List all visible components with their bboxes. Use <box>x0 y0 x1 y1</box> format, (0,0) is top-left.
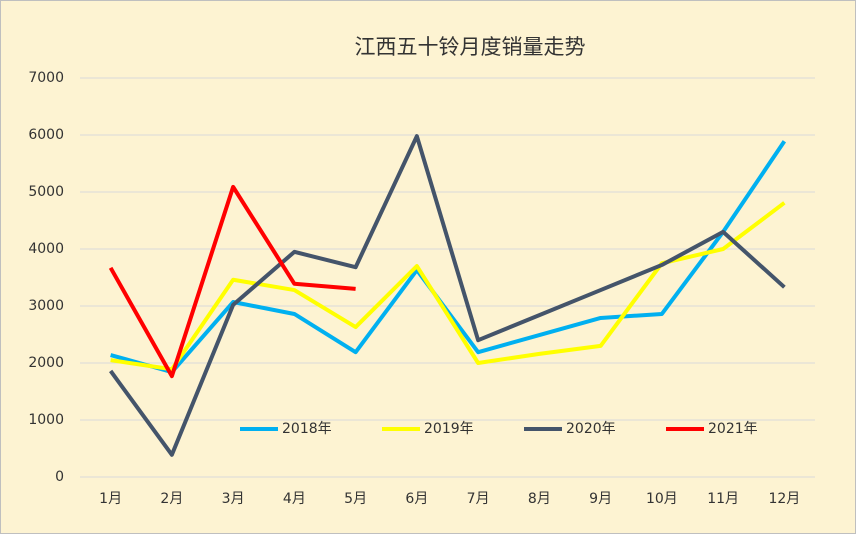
x-tick-label: 5月 <box>344 491 367 507</box>
legend-label: 2019年 <box>424 421 474 437</box>
x-tick-label: 11月 <box>707 491 739 507</box>
x-tick-label: 9月 <box>589 491 612 507</box>
legend-label: 2021年 <box>708 421 758 437</box>
chart-title: 江西五十铃月度销量走势 <box>355 35 586 59</box>
x-tick-label: 7月 <box>467 491 490 507</box>
x-tick-label: 1月 <box>99 491 122 507</box>
x-tick-label: 10月 <box>646 491 678 507</box>
y-tick-label: 7000 <box>28 70 64 86</box>
legend-label: 2020年 <box>566 421 616 437</box>
y-tick-label: 2000 <box>28 355 64 371</box>
x-tick-label: 4月 <box>283 491 306 507</box>
x-tick-label: 2月 <box>160 491 183 507</box>
y-tick-label: 0 <box>55 469 64 485</box>
y-tick-label: 4000 <box>28 241 64 257</box>
x-tick-label: 12月 <box>768 491 800 507</box>
x-tick-label: 6月 <box>405 491 428 507</box>
x-tick-label: 3月 <box>222 491 245 507</box>
y-tick-label: 6000 <box>28 127 64 143</box>
y-tick-label: 3000 <box>28 298 64 314</box>
legend-label: 2018年 <box>282 421 332 437</box>
series-line <box>108 184 356 379</box>
y-tick-label: 1000 <box>28 412 64 428</box>
x-tick-label: 8月 <box>528 491 551 507</box>
y-tick-label: 5000 <box>28 184 64 200</box>
series-line <box>109 134 786 457</box>
